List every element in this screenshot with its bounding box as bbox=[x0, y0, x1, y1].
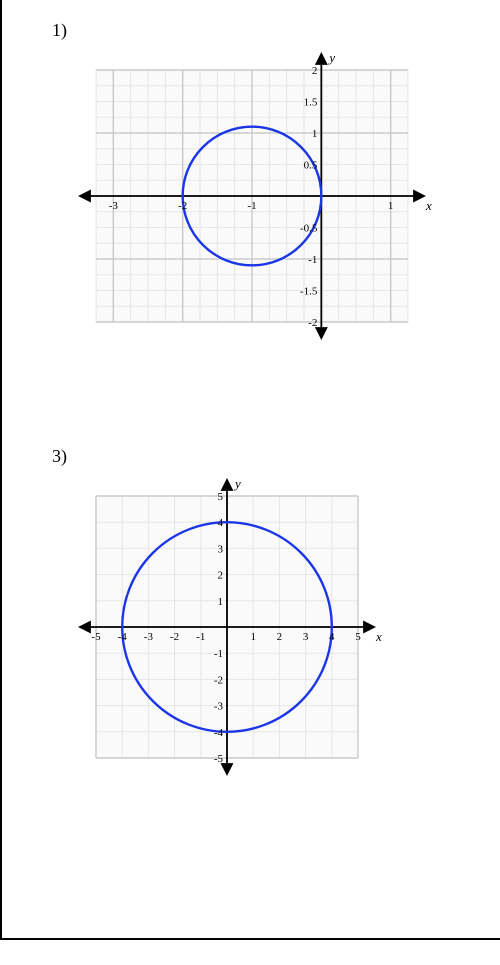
svg-text:5: 5 bbox=[355, 631, 361, 643]
svg-text:-1: -1 bbox=[196, 631, 205, 643]
svg-text:2: 2 bbox=[277, 631, 283, 643]
problem-1-label: 1) bbox=[52, 20, 500, 41]
svg-text:3: 3 bbox=[303, 631, 309, 643]
svg-text:-3: -3 bbox=[144, 631, 154, 643]
svg-text:2: 2 bbox=[312, 65, 318, 77]
svg-text:x: x bbox=[375, 629, 382, 644]
chart-1-holder: -3 -2 -1 1 -2 -1.5 -1 -0.5 0.5 1 1.5 2 x y bbox=[72, 46, 500, 346]
page-frame: 1) -3 -2 -1 1 -2 -1.5 -1 -0.5 0.5 1 1.5 2 x y 3) -5 -4… bbox=[0, 0, 500, 940]
chart-3: -5 -4 -3 -2 -1 1 2 3 4 5 -5 -4 -3 -2 -1 1 2 3 4 5 x y bbox=[72, 472, 382, 782]
svg-text:-4: -4 bbox=[214, 727, 224, 739]
problem-3-label: 3) bbox=[52, 446, 500, 467]
svg-text:1: 1 bbox=[388, 200, 394, 212]
svg-text:5: 5 bbox=[218, 491, 224, 503]
svg-text:-3: -3 bbox=[109, 200, 119, 212]
svg-text:x: x bbox=[425, 198, 432, 213]
chart-3-holder: -5 -4 -3 -2 -1 1 2 3 4 5 -5 -4 -3 -2 -1 1 2 3 4 5 x y bbox=[72, 472, 500, 782]
svg-text:4: 4 bbox=[329, 631, 335, 643]
svg-text:1: 1 bbox=[250, 631, 256, 643]
svg-text:1: 1 bbox=[218, 596, 224, 608]
svg-text:-3: -3 bbox=[214, 701, 224, 713]
problem-1: 1) -3 -2 -1 1 -2 -1.5 -1 -0.5 0.5 1 1.5 2 x y bbox=[52, 20, 500, 346]
svg-text:-2: -2 bbox=[178, 200, 187, 212]
svg-text:-1: -1 bbox=[308, 254, 317, 266]
svg-text:3: 3 bbox=[218, 543, 224, 555]
svg-text:-5: -5 bbox=[214, 753, 224, 765]
svg-text:-4: -4 bbox=[118, 631, 128, 643]
problem-3: 3) -5 -4 -3 -2 -1 1 2 3 4 5 -5 -4 -3 -2 -1 1 2 3 4 5 x y bbox=[52, 446, 500, 782]
svg-text:1.5: 1.5 bbox=[304, 97, 318, 109]
svg-text:2: 2 bbox=[218, 570, 224, 582]
svg-text:-0.5: -0.5 bbox=[300, 223, 318, 235]
svg-text:-1: -1 bbox=[247, 200, 256, 212]
svg-text:0.5: 0.5 bbox=[304, 160, 318, 172]
svg-text:-2: -2 bbox=[308, 317, 317, 329]
svg-text:4: 4 bbox=[218, 517, 224, 529]
svg-text:-5: -5 bbox=[91, 631, 101, 643]
chart-1: -3 -2 -1 1 -2 -1.5 -1 -0.5 0.5 1 1.5 2 x y bbox=[72, 46, 432, 346]
svg-text:1: 1 bbox=[312, 128, 318, 140]
svg-text:-2: -2 bbox=[170, 631, 179, 643]
svg-text:y: y bbox=[327, 50, 335, 65]
svg-text:-2: -2 bbox=[214, 674, 223, 686]
svg-text:-1.5: -1.5 bbox=[300, 286, 318, 298]
svg-text:y: y bbox=[233, 476, 241, 491]
svg-text:-1: -1 bbox=[214, 648, 223, 660]
